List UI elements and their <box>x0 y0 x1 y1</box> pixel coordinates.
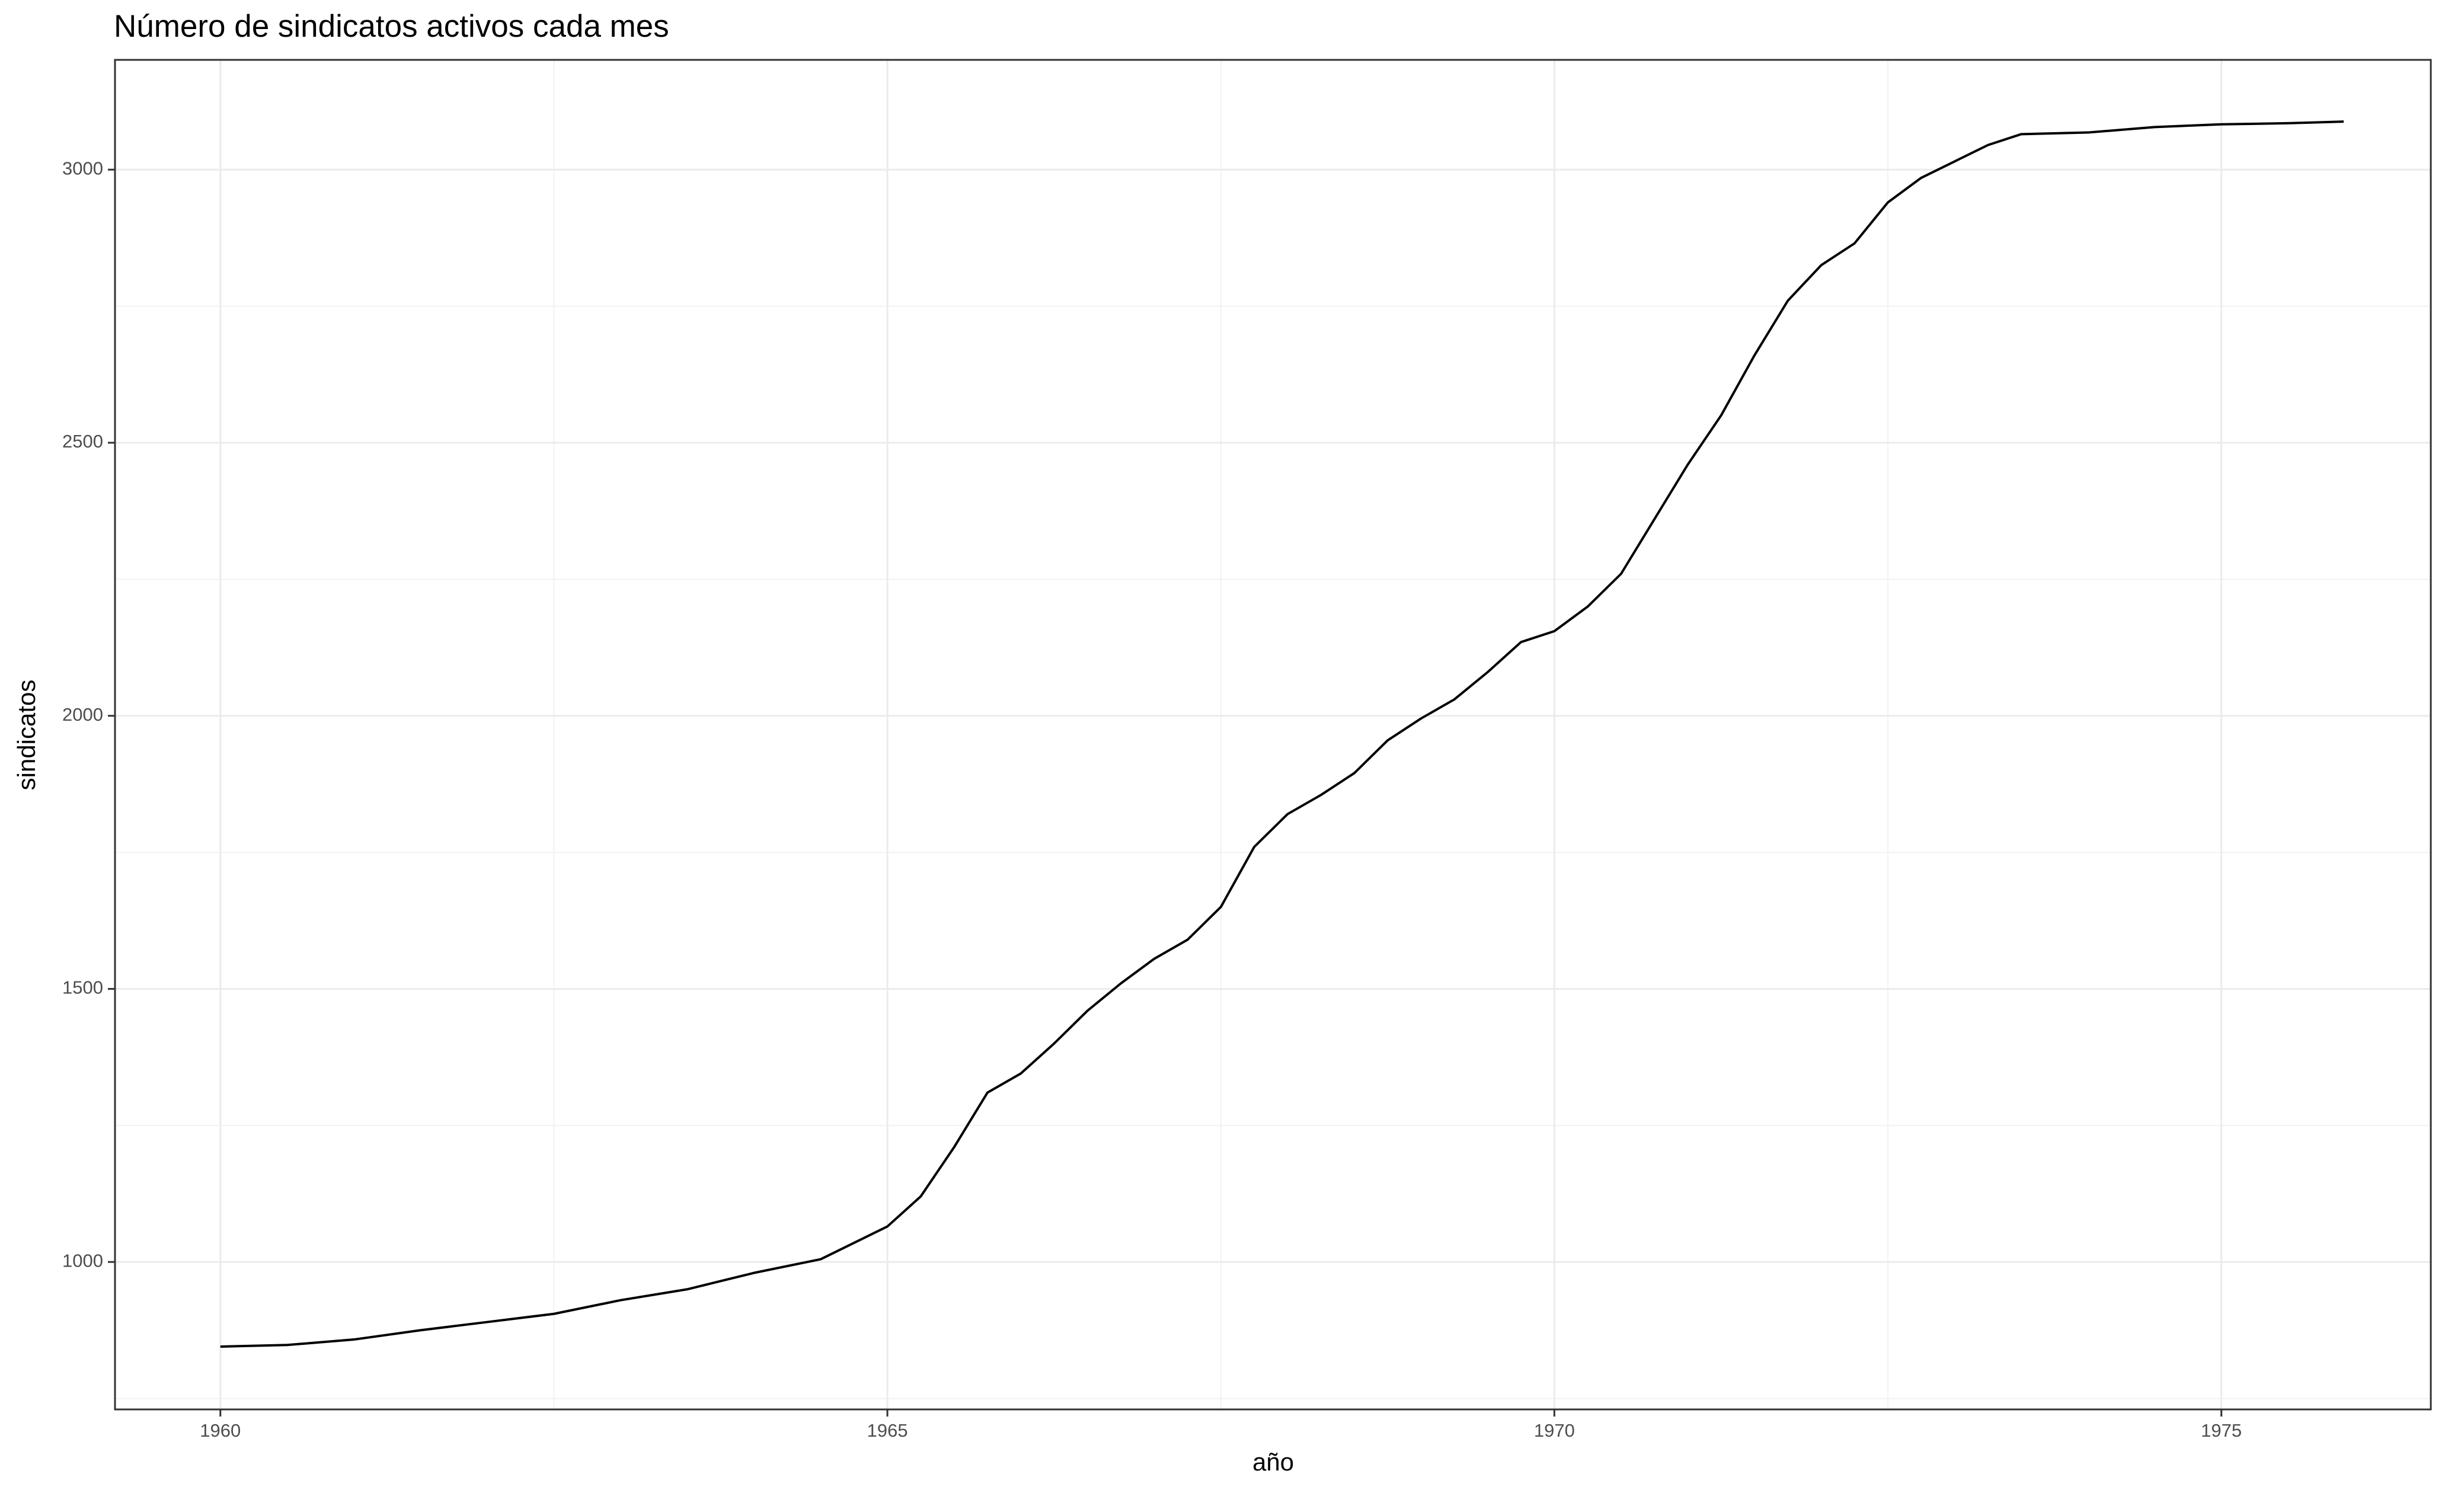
data-line <box>220 120 2344 1348</box>
plot-border <box>114 59 2432 1411</box>
x-tick-label: 1975 <box>2201 1420 2242 1441</box>
x-tick-label: 1970 <box>1534 1420 1575 1441</box>
y-axis-label: sindicatos <box>12 680 40 791</box>
chart-title: Número de sindicatos activos cada mes <box>114 9 669 44</box>
x-tick-label: 1960 <box>200 1420 241 1441</box>
x-axis-label: año <box>1252 1448 1294 1476</box>
y-tick-label: 1000 <box>62 1250 103 1271</box>
y-tick-label: 2500 <box>62 431 103 452</box>
y-tick-label: 2000 <box>62 704 103 725</box>
x-tick-label: 1965 <box>867 1420 908 1441</box>
y-tick-label: 3000 <box>62 158 103 178</box>
y-tick-label: 1500 <box>62 977 103 998</box>
